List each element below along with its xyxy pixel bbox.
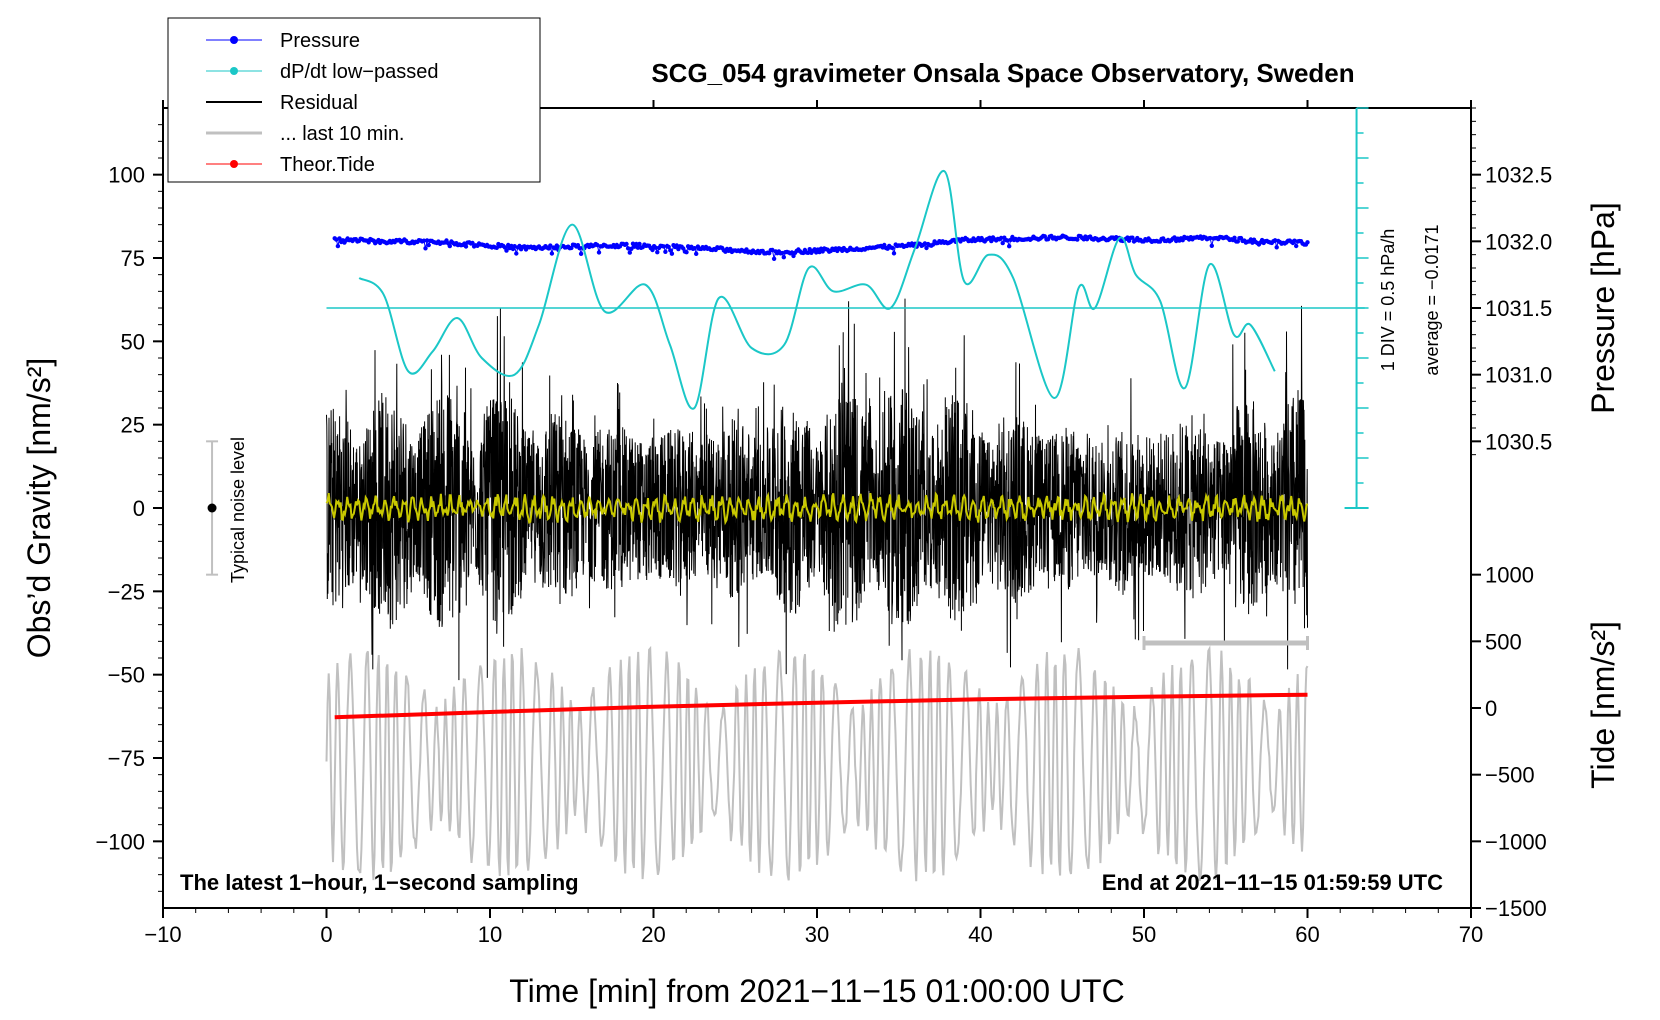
footer-left: The latest 1−hour, 1−second sampling — [180, 870, 579, 895]
y-axis-left: 100 75 50 25 0 −25 −50 −75 −100 — [95, 124, 163, 892]
x-tick-label: 30 — [805, 922, 829, 947]
annotations — [206, 107, 1369, 650]
x-tick-label: 20 — [641, 922, 665, 947]
series-pressure — [334, 235, 1308, 259]
pressure-tick-label: 1030.5 — [1485, 429, 1552, 454]
legend-swatch-dot — [230, 36, 238, 44]
x-tick-label: 10 — [478, 922, 502, 947]
series-dpdt — [358, 170, 1276, 410]
y-axis-pressure: 1032.5 1032.0 1031.5 1031.0 1030.5 — [1471, 107, 1552, 456]
pressure-tick-label: 1032.0 — [1485, 229, 1552, 254]
tide-tick-label: −1500 — [1485, 896, 1547, 921]
legend: Pressure dP/dt low−passed Residual ... last… — [167, 17, 541, 183]
y-tick-label: 75 — [121, 246, 145, 271]
y-tick-label: −25 — [108, 579, 145, 604]
tide-tick-label: −1000 — [1485, 829, 1547, 854]
pressure-axis-title: Pressure [hPa] — [1585, 202, 1621, 414]
series-theor-tide — [334, 692, 1308, 720]
legend-label: dP/dt low−passed — [280, 61, 438, 83]
y-tick-label: 0 — [133, 496, 145, 521]
y-tick-label: 100 — [108, 163, 145, 188]
x-axis-title: Time [min] from 2021−11−15 01:00:00 UTC — [509, 973, 1124, 1009]
legend-label: ... last 10 min. — [280, 123, 405, 145]
series-residual-smoothed — [325, 491, 1309, 526]
div-label: 1 DIV = 0.5 hPa/h — [1378, 229, 1398, 372]
y-tick-label: −75 — [108, 746, 145, 771]
legend-swatch-dot — [230, 67, 238, 75]
average-label: average = −0.0171 — [1422, 224, 1442, 375]
chart-title: SCG_054 gravimeter Onsala Space Observat… — [651, 58, 1354, 88]
y-axis-tide: 1000 500 0 −500 −1000 −1500 — [1471, 563, 1547, 921]
pressure-tick-label: 1032.5 — [1485, 163, 1552, 188]
noise-dot — [207, 503, 217, 513]
y-tick-label: 25 — [121, 413, 145, 438]
tide-axis-title: Tide [nm/s²] — [1585, 621, 1621, 789]
y-tick-label: −100 — [95, 829, 145, 854]
x-tick-label: −10 — [144, 922, 181, 947]
pressure-tick-label: 1031.0 — [1485, 363, 1552, 388]
x-axis: −10 0 10 20 30 40 50 60 70 — [144, 100, 1483, 947]
x-tick-label: 70 — [1459, 922, 1483, 947]
y-tick-label: 50 — [121, 329, 145, 354]
footer-right: End at 2021−11−15 01:59:59 UTC — [1102, 870, 1443, 895]
x-tick-label: 40 — [968, 922, 992, 947]
y-tick-label: −50 — [108, 663, 145, 688]
noise-label: Typical noise level — [228, 437, 248, 583]
series-last-10-min — [325, 645, 1309, 882]
series-residual — [326, 298, 1308, 681]
tide-tick-label: −500 — [1485, 763, 1535, 788]
tide-tick-label: 1000 — [1485, 563, 1534, 588]
x-tick-label: 60 — [1295, 922, 1319, 947]
tide-tick-label: 500 — [1485, 629, 1522, 654]
legend-box — [167, 17, 541, 183]
x-tick-label: 50 — [1132, 922, 1156, 947]
plot-area — [325, 170, 1365, 882]
legend-label: Pressure — [280, 30, 360, 52]
tide-tick-label: 0 — [1485, 696, 1497, 721]
y-axis-left-title: Obs’d Gravity [nm/s²] — [21, 358, 57, 659]
legend-label: Residual — [280, 92, 358, 114]
legend-swatch-dot — [230, 160, 238, 168]
legend-label: Theor.Tide — [280, 154, 375, 176]
pressure-tick-label: 1031.5 — [1485, 296, 1552, 321]
x-tick-label: 0 — [320, 922, 332, 947]
